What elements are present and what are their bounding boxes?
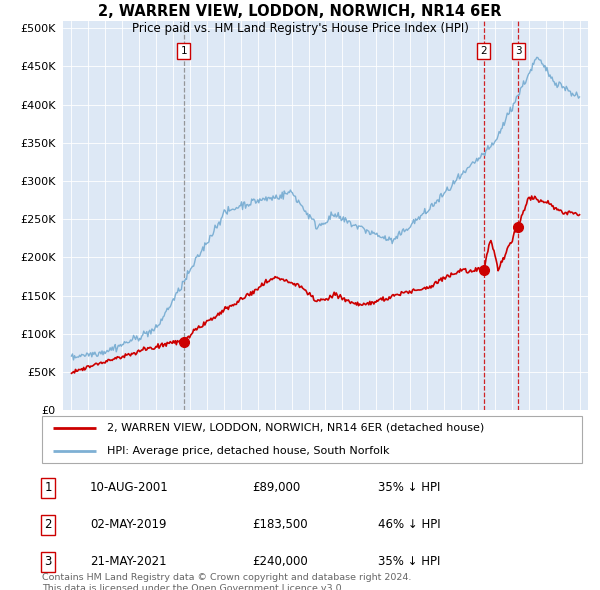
Text: 21-MAY-2021: 21-MAY-2021 <box>90 555 167 569</box>
Text: 02-MAY-2019: 02-MAY-2019 <box>90 518 167 532</box>
Text: Contains HM Land Registry data © Crown copyright and database right 2024.: Contains HM Land Registry data © Crown c… <box>42 573 412 582</box>
Text: This data is licensed under the Open Government Licence v3.0.: This data is licensed under the Open Gov… <box>42 584 344 590</box>
Text: 1: 1 <box>181 46 187 56</box>
Text: HPI: Average price, detached house, South Norfolk: HPI: Average price, detached house, Sout… <box>107 447 389 456</box>
Text: £183,500: £183,500 <box>252 518 308 532</box>
Text: 46% ↓ HPI: 46% ↓ HPI <box>378 518 440 532</box>
Text: Price paid vs. HM Land Registry's House Price Index (HPI): Price paid vs. HM Land Registry's House … <box>131 22 469 35</box>
Text: 2, WARREN VIEW, LODDON, NORWICH, NR14 6ER: 2, WARREN VIEW, LODDON, NORWICH, NR14 6E… <box>98 4 502 19</box>
Text: 3: 3 <box>515 46 521 56</box>
Text: 1: 1 <box>44 481 52 494</box>
Text: £89,000: £89,000 <box>252 481 300 494</box>
Text: 3: 3 <box>44 555 52 569</box>
Text: 2, WARREN VIEW, LODDON, NORWICH, NR14 6ER (detached house): 2, WARREN VIEW, LODDON, NORWICH, NR14 6E… <box>107 423 484 432</box>
Text: 35% ↓ HPI: 35% ↓ HPI <box>378 555 440 569</box>
FancyBboxPatch shape <box>42 416 582 463</box>
Text: £240,000: £240,000 <box>252 555 308 569</box>
Text: 2: 2 <box>44 518 52 532</box>
Text: 10-AUG-2001: 10-AUG-2001 <box>90 481 169 494</box>
Text: 2: 2 <box>480 46 487 56</box>
Text: 35% ↓ HPI: 35% ↓ HPI <box>378 481 440 494</box>
